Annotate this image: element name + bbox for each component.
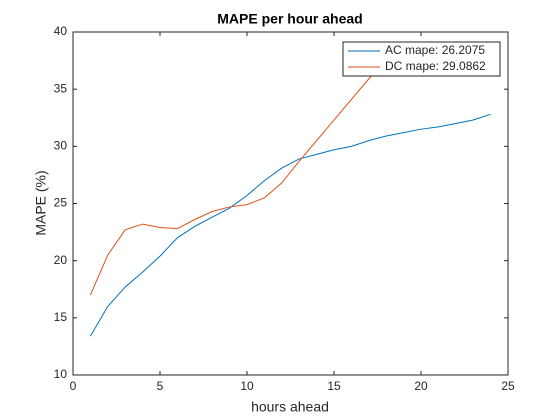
- y-tick-label: 10: [54, 367, 68, 381]
- x-tick-label: 25: [501, 379, 515, 393]
- y-tick-label: 15: [54, 310, 68, 324]
- data-line: [89, 113, 491, 337]
- chart-title: MAPE per hour ahead: [217, 11, 362, 27]
- x-tick-label: 20: [414, 379, 428, 393]
- x-tick-label: 15: [327, 379, 341, 393]
- y-tick-label: 40: [54, 24, 68, 38]
- plot-area: [73, 32, 508, 375]
- legend-label: DC mape: 29.0862: [385, 59, 486, 73]
- axes-box: [72, 31, 509, 376]
- y-axis-label: MAPE (%): [33, 170, 49, 235]
- y-tick-label: 35: [54, 81, 68, 95]
- y-tick-label: 30: [54, 139, 68, 153]
- x-tick-label: 5: [157, 379, 164, 393]
- legend-box: [342, 41, 501, 77]
- legend-label: AC mape: 26.2075: [385, 43, 485, 57]
- x-tick-label: 0: [70, 379, 77, 393]
- y-tick-label: 25: [54, 196, 68, 210]
- x-tick-label: 10: [240, 379, 254, 393]
- y-tick-label: 20: [54, 253, 68, 267]
- x-axis-label: hours ahead: [251, 399, 329, 415]
